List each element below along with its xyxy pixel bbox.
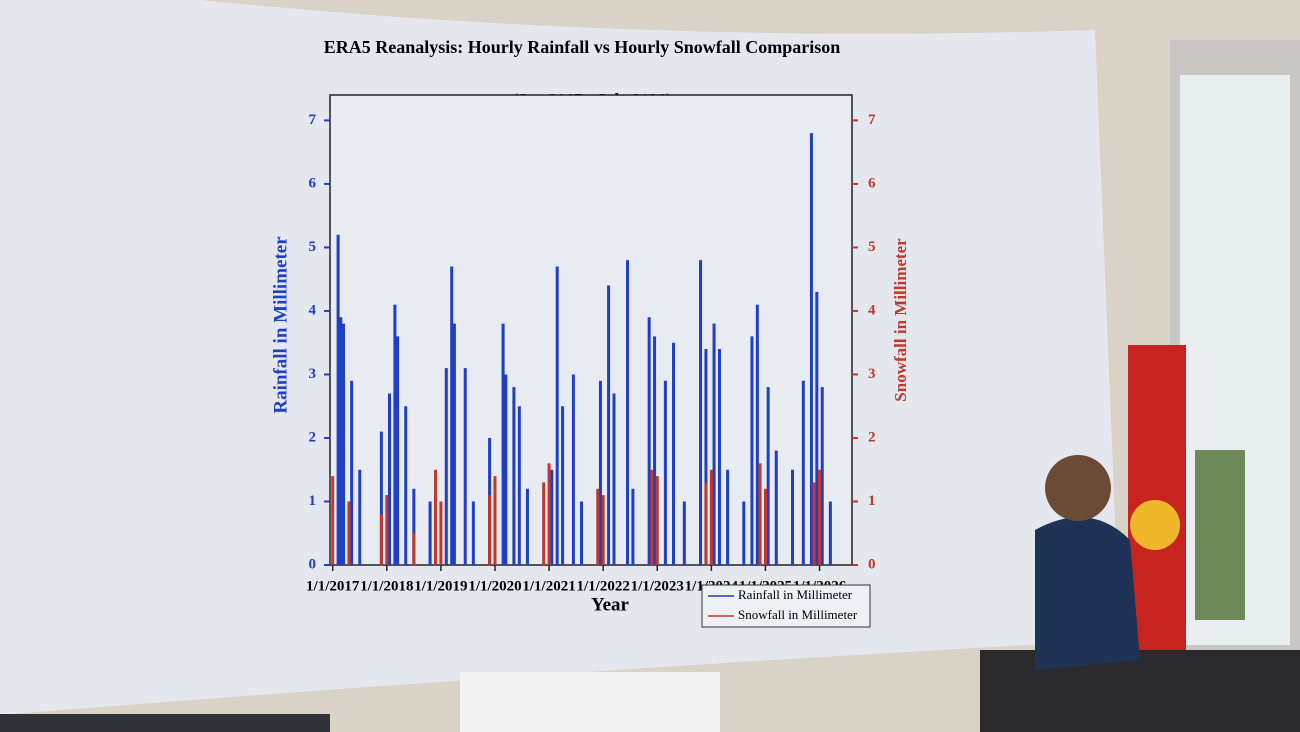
x-tick-label: 1/1/2023 xyxy=(631,578,684,594)
radiator xyxy=(460,672,720,732)
x-tick-label: 1/1/2021 xyxy=(522,578,575,594)
plot: 0 1 2 3 4 5 6 7 0 1 2 3 4 5 6 7 1/1/2017 1/1/2018 1/1/2019… xyxy=(270,94,910,628)
legend xyxy=(701,584,871,628)
y-tick-label: 4 xyxy=(309,302,317,318)
y2-tick-label: 6 xyxy=(868,175,876,191)
y-tick-label: 2 xyxy=(309,429,317,445)
y-tick-label: 1 xyxy=(309,493,317,509)
y2-tick-label: 2 xyxy=(868,429,876,445)
y2-tick-label: 0 xyxy=(868,556,876,572)
x-axis-title: Year xyxy=(591,594,630,615)
plot-area xyxy=(329,94,853,566)
y2-tick-label: 3 xyxy=(868,366,876,382)
flag-sun xyxy=(1130,500,1180,550)
x-tick-label: 1/1/2020 xyxy=(468,578,521,594)
person-head xyxy=(1045,455,1111,521)
y-axis-title: Rainfall in Millimeter xyxy=(270,236,291,414)
x-tick-label: 1/1/2017 xyxy=(306,578,360,594)
legend-label: Rainfall in Millimeter xyxy=(738,587,853,602)
y2-tick-label: 7 xyxy=(868,112,876,128)
x-tick-label: 1/1/2018 xyxy=(360,578,413,594)
y2-tick-label: 4 xyxy=(868,302,876,318)
y2-axis-title: Snowfall in Millimeter xyxy=(891,238,910,402)
monitor xyxy=(0,714,330,732)
y2-tick-label: 1 xyxy=(868,493,876,509)
legend-label: Snowfall in Millimeter xyxy=(738,607,858,622)
x-tick-label: 1/1/2019 xyxy=(414,578,467,594)
y-tick-label: 6 xyxy=(309,175,317,191)
person xyxy=(1035,517,1140,670)
y-tick-label: 3 xyxy=(309,366,317,382)
tree xyxy=(1195,450,1245,620)
y-tick-label: 5 xyxy=(309,239,317,255)
x-tick-label: 1/1/2022 xyxy=(576,578,629,594)
chart-title: ERA5 Reanalysis: Hourly Rainfall vs Hour… xyxy=(324,37,841,57)
y-tick-label: 7 xyxy=(309,112,317,128)
y-tick-label: 0 xyxy=(309,556,317,572)
desk xyxy=(980,650,1300,732)
y2-tick-label: 5 xyxy=(868,239,876,255)
